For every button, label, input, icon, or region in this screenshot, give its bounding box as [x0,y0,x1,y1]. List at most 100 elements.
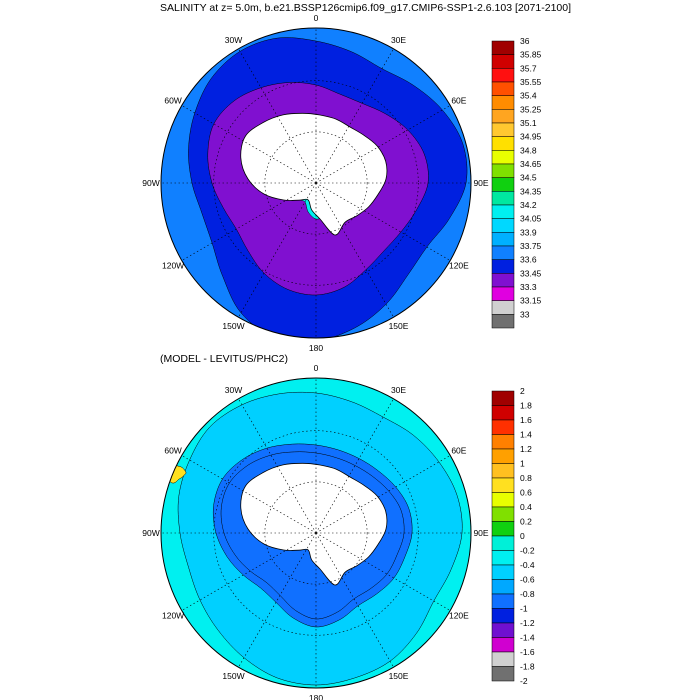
colorbar-swatch [491,390,515,406]
meridian-line [181,532,317,611]
colorbar-swatch [491,622,515,638]
colorbar-swatch [491,95,515,110]
latitude-circle [213,80,419,286]
meridian-line [315,48,394,184]
latitude-circle [264,131,368,235]
colorbar-swatch [491,177,515,192]
colorbar-swatch [491,448,515,464]
colorbar-swatch [491,68,515,83]
meridian-line [238,182,317,318]
longitude-label: 150W [222,671,244,681]
longitude-label: 0 [314,363,319,373]
colorbar-swatch [491,136,515,151]
colorbar-label: 34.65 [520,159,542,169]
colorbar-label: 1 [520,459,525,469]
colorbar-swatch [491,163,515,178]
latitude-circle [213,430,419,636]
colorbar-label: 35.1 [520,118,537,128]
colorbar-swatch [491,300,515,315]
colorbar-label: 34.05 [520,214,542,224]
colorbar-label: 34.2 [520,200,537,210]
top-plot-title: SALINITY at z= 5.0m, b.e21.BSSP126cmip6.… [160,2,572,14]
colorbar-label: 35.7 [520,63,537,73]
colorbar-label: -1.2 [520,618,535,628]
colorbar-swatch [491,608,515,624]
antarctica-landmass [240,462,388,586]
colorbar-label: 34.35 [520,186,542,196]
longitude-label: 30W [225,35,242,45]
colorbar-swatch [491,492,515,508]
colorbar-label: 33.9 [520,227,537,237]
longitude-label: 60W [164,96,181,106]
polar-map-0: 0 30E 60E 90E 120E 150E 180 150W 120W 90W 60W 30W [142,13,489,353]
colorbar-label: 33.15 [520,296,542,306]
colorbar-label: 36 [520,36,530,46]
colorbar-label: 0.8 [520,473,532,483]
colorbar-label: 33.75 [520,241,542,251]
colorbar-label: -0.4 [520,560,535,570]
longitude-label: 150E [389,671,409,681]
longitude-label: 30E [391,35,406,45]
colorbar-swatch [491,564,515,580]
colorbar-swatch [491,259,515,274]
meridian-line [181,455,317,534]
colorbar-label: 33 [520,309,530,319]
colorbar-swatch [491,521,515,537]
longitude-label: 60E [451,446,466,456]
colorbar-label: 33.3 [520,282,537,292]
colorbar-label: -0.8 [520,589,535,599]
colorbar-label: 34.95 [520,132,542,142]
meridian-line [315,532,394,668]
polar-map-1: 0 30E 60E 90E 120E 150E 180 150W 120W 90W 60W 30W [142,363,489,700]
colorbar-label: 0 [520,531,525,541]
meridian-line [315,532,451,611]
colorbar-swatch [491,535,515,551]
colorbar-label: 0.4 [520,502,532,512]
colorbar-label: -0.2 [520,546,535,556]
colorbar-swatch [491,81,515,96]
colorbar-swatch [491,651,515,667]
colorbar-label: 1.8 [520,401,532,411]
meridian-line [238,532,317,668]
longitude-label: 120E [449,611,469,621]
meridian-line [181,182,317,261]
longitude-label: 30W [225,385,242,395]
colorbar-label: 33.6 [520,255,537,265]
colorbar-swatch [491,550,515,566]
colorbar-label: -1.4 [520,633,535,643]
colorbar-swatch [491,40,515,55]
colorbar-swatch [491,122,515,137]
longitude-label: 180 [309,343,323,353]
meridian-line [315,182,451,261]
longitude-label: 150W [222,321,244,331]
longitude-label: 120W [162,261,184,271]
colorbar-swatch [491,218,515,233]
map-frame [160,27,472,339]
antarctica-landmass [240,112,388,236]
colorbar-swatch [491,405,515,421]
colorbar-swatch [491,286,515,301]
meridian-line [315,398,394,534]
longitude-label: 90W [142,528,159,538]
colorbar-label: 33.45 [520,268,542,278]
colorbar-swatch [491,419,515,435]
colorbar-0: 36 35.85 35.7 35.55 35.4 35.25 35.1 34.95 34.8 34… [491,36,542,329]
colorbar-label: 1.4 [520,430,532,440]
longitude-label: 120W [162,611,184,621]
colorbar-label: -1.6 [520,647,535,657]
colorbar-swatch [491,637,515,653]
longitude-label: 150E [389,321,409,331]
colorbar-swatch [491,245,515,260]
colorbar-label: -1.8 [520,662,535,672]
longitude-label: 180 [309,693,323,700]
colorbar-swatch [491,579,515,595]
latitude-circle [264,481,368,585]
longitude-label: 0 [314,13,319,23]
colorbar-swatch [491,150,515,165]
colorbar-swatch [491,593,515,609]
bottom-plot-title: (MODEL - LEVITUS/PHC2) [160,353,288,365]
map-frame [160,377,472,689]
longitude-label: 90E [473,178,488,188]
colorbar-label: 0.6 [520,488,532,498]
